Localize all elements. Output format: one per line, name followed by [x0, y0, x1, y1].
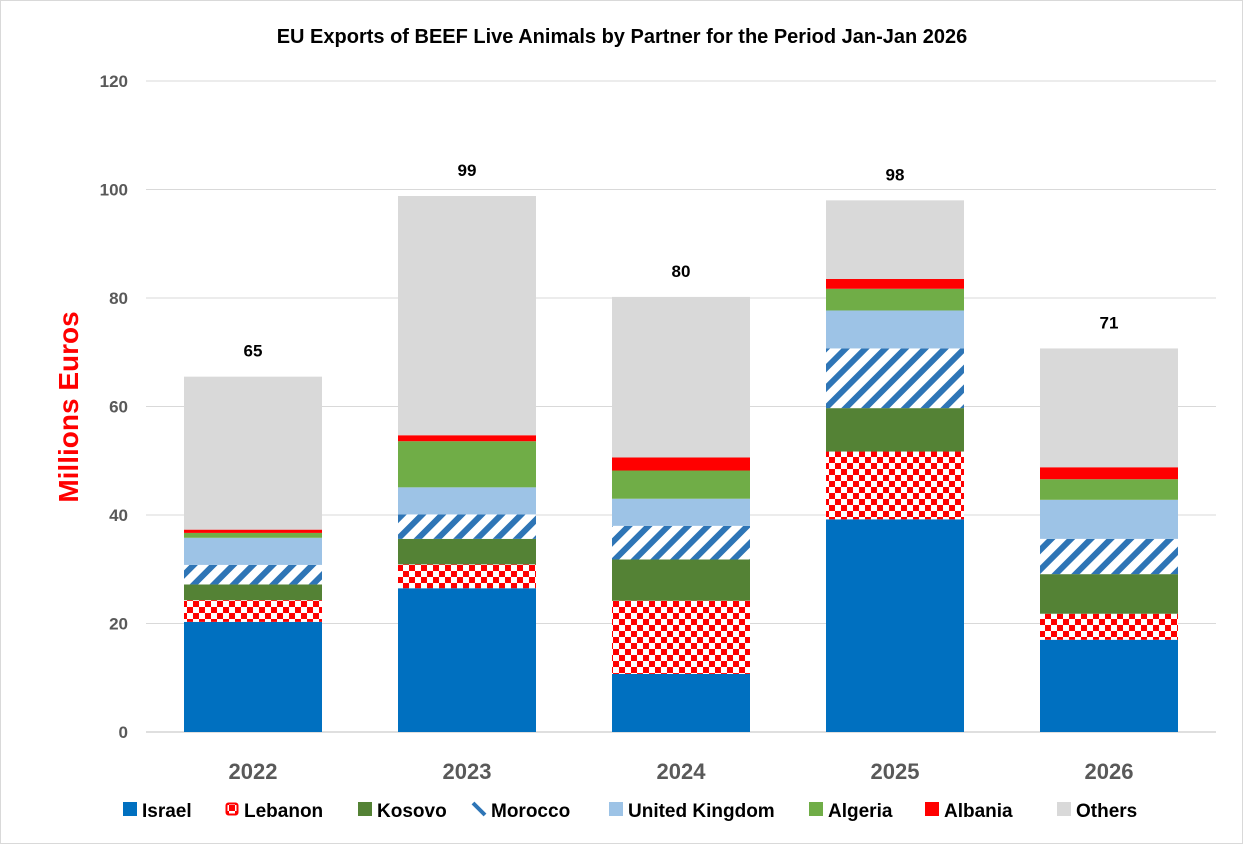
bar-segment-lebanon-2024	[612, 600, 750, 674]
x-tick-label-2023: 2023	[443, 759, 492, 784]
bar-stack-2025	[826, 200, 964, 732]
legend-item-others: Others	[1057, 801, 1137, 822]
legend-item-algeria: Algeria	[809, 801, 893, 822]
bar-segment-algeria-2025	[826, 288, 964, 311]
bar-segment-albania-2022	[184, 529, 322, 533]
x-tick-label-2024: 2024	[657, 759, 707, 784]
bar-segment-united-kingdom-2024	[612, 498, 750, 526]
bar-segment-morocco-2022	[184, 564, 322, 585]
legend-label-morocco: Morocco	[491, 801, 570, 822]
bar-segment-united-kingdom-2026	[1040, 499, 1178, 539]
bar-segment-others-2026	[1040, 348, 1178, 468]
legend-item-israel: Israel	[123, 801, 192, 822]
legend-swatch-albania	[925, 802, 939, 816]
legend-swatch-algeria	[809, 802, 823, 816]
bar-segment-morocco-2026	[1040, 538, 1178, 575]
y-tick-label: 0	[119, 723, 128, 742]
legend-label-algeria: Algeria	[828, 801, 893, 822]
total-label-2023: 99	[458, 161, 477, 180]
bar-segment-kosovo-2025	[826, 408, 964, 452]
bar-segment-algeria-2022	[184, 532, 322, 538]
bar-segment-others-2022	[184, 376, 322, 530]
x-tick-label-2022: 2022	[229, 759, 278, 784]
total-label-2024: 80	[672, 262, 691, 281]
legend-swatch-israel	[123, 802, 137, 816]
total-label-2025: 98	[886, 165, 905, 184]
bar-segment-lebanon-2023	[398, 564, 536, 589]
bar-segment-united-kingdom-2023	[398, 487, 536, 515]
legend-label-kosovo: Kosovo	[377, 801, 447, 822]
bar-stack-2022	[184, 376, 322, 732]
y-tick-label: 60	[109, 398, 128, 417]
y-tick-label: 100	[100, 181, 128, 200]
bar-segment-algeria-2023	[398, 441, 536, 488]
legend-label-united-kingdom: United Kingdom	[628, 801, 775, 822]
bar-segment-lebanon-2026	[1040, 613, 1178, 640]
legend-swatch-kosovo	[358, 802, 372, 816]
y-tick-label: 20	[109, 615, 128, 634]
legend-label-others: Others	[1076, 801, 1137, 822]
bar-segment-israel-2023	[398, 588, 536, 732]
bar-segment-algeria-2024	[612, 470, 750, 499]
total-label-2026: 71	[1100, 313, 1119, 332]
bar-segment-israel-2024	[612, 673, 750, 732]
legend-item-lebanon: Lebanon	[225, 801, 323, 822]
bars	[184, 196, 1178, 732]
bar-segment-kosovo-2022	[184, 584, 322, 601]
legend-swatch-united-kingdom	[609, 802, 623, 816]
bar-stack-2024	[612, 296, 750, 732]
bar-segment-albania-2026	[1040, 467, 1178, 480]
y-tick-label: 80	[109, 289, 128, 308]
legend-label-israel: Israel	[142, 801, 192, 822]
legend-item-albania: Albania	[925, 801, 1013, 822]
bar-segment-lebanon-2022	[184, 600, 322, 622]
legend-item-kosovo: Kosovo	[358, 801, 447, 822]
bar-segment-albania-2024	[612, 457, 750, 471]
chart-title: EU Exports of BEEF Live Animals by Partn…	[277, 26, 968, 48]
bar-segment-morocco-2023	[398, 514, 536, 539]
bar-stack-2023	[398, 196, 536, 732]
x-axis-tick-labels: 2022 2023 2024 2025 2026	[229, 759, 1134, 784]
bar-segment-others-2025	[826, 200, 964, 280]
legend-item-morocco: Morocco	[471, 801, 570, 822]
bar-segment-others-2023	[398, 196, 536, 436]
bar-segment-morocco-2025	[826, 348, 964, 409]
y-tick-label: 120	[100, 72, 128, 91]
legend-swatch-others	[1057, 802, 1071, 816]
bar-segment-kosovo-2024	[612, 559, 750, 601]
bar-segment-israel-2025	[826, 519, 964, 732]
bar-segment-united-kingdom-2025	[826, 310, 964, 349]
legend-swatch-stripe	[471, 801, 487, 817]
legend-item-united-kingdom: United Kingdom	[609, 801, 775, 822]
bar-segment-albania-2023	[398, 435, 536, 442]
bar-segment-algeria-2026	[1040, 479, 1178, 500]
y-axis-tick-labels: 0 20 40 60 80 100 120	[100, 72, 128, 742]
bar-stack-2026	[1040, 348, 1178, 732]
bar-segment-kosovo-2026	[1040, 574, 1178, 614]
bar-segment-israel-2022	[184, 621, 322, 732]
bar-segment-albania-2025	[826, 279, 964, 289]
bar-segment-united-kingdom-2022	[184, 537, 322, 565]
bar-segment-morocco-2024	[612, 525, 750, 560]
bar-segment-israel-2026	[1040, 639, 1178, 732]
y-tick-label: 40	[109, 506, 128, 525]
bar-segment-lebanon-2025	[826, 451, 964, 520]
legend-label-albania: Albania	[944, 801, 1013, 822]
y-axis-title: Millions Euros	[53, 311, 84, 502]
legend-label-lebanon: Lebanon	[244, 801, 323, 822]
total-label-2022: 65	[244, 342, 263, 361]
x-tick-label-2025: 2025	[871, 759, 920, 784]
legend: Israel Lebanon Kosovo Morocco United Kingdom…	[123, 801, 1137, 822]
legend-swatch-lebanon	[225, 802, 239, 816]
total-labels: 65 99 80 98 71	[244, 161, 1119, 361]
bar-segment-others-2024	[612, 296, 750, 458]
bar-segment-kosovo-2023	[398, 538, 536, 565]
x-tick-label-2026: 2026	[1085, 759, 1134, 784]
